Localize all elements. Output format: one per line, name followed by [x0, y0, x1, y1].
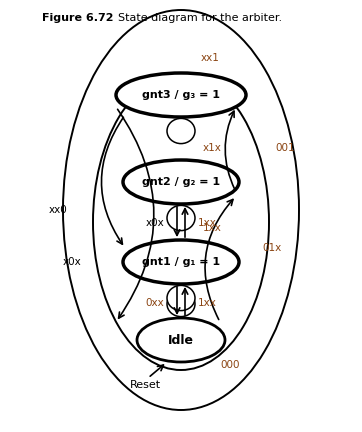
- Text: xx1: xx1: [201, 53, 219, 63]
- Text: gnt3 / g₃ = 1: gnt3 / g₃ = 1: [142, 90, 220, 100]
- Text: 000: 000: [220, 360, 240, 370]
- Ellipse shape: [167, 292, 195, 317]
- Text: 01x: 01x: [262, 243, 282, 253]
- Ellipse shape: [123, 160, 239, 204]
- Ellipse shape: [167, 205, 195, 231]
- Text: x0x: x0x: [145, 218, 164, 228]
- Text: Idle: Idle: [168, 334, 194, 346]
- Text: 1xx: 1xx: [198, 218, 217, 228]
- Ellipse shape: [116, 73, 246, 117]
- Ellipse shape: [167, 118, 195, 143]
- Ellipse shape: [123, 240, 239, 284]
- Text: 001: 001: [275, 143, 295, 153]
- Text: 1xx: 1xx: [198, 298, 217, 308]
- Text: Reset: Reset: [130, 380, 161, 390]
- Text: 0xx: 0xx: [145, 298, 164, 308]
- Text: x1x: x1x: [203, 143, 222, 153]
- Ellipse shape: [137, 318, 225, 362]
- Text: xx0: xx0: [49, 205, 67, 215]
- Text: State diagram for the arbiter.: State diagram for the arbiter.: [118, 13, 282, 23]
- Text: Figure 6.72: Figure 6.72: [42, 13, 114, 23]
- Text: x0x: x0x: [63, 257, 81, 267]
- Ellipse shape: [167, 286, 195, 311]
- Text: 1xx: 1xx: [203, 223, 222, 233]
- Text: gnt1 / g₁ = 1: gnt1 / g₁ = 1: [142, 257, 220, 267]
- Text: gnt2 / g₂ = 1: gnt2 / g₂ = 1: [142, 177, 220, 187]
